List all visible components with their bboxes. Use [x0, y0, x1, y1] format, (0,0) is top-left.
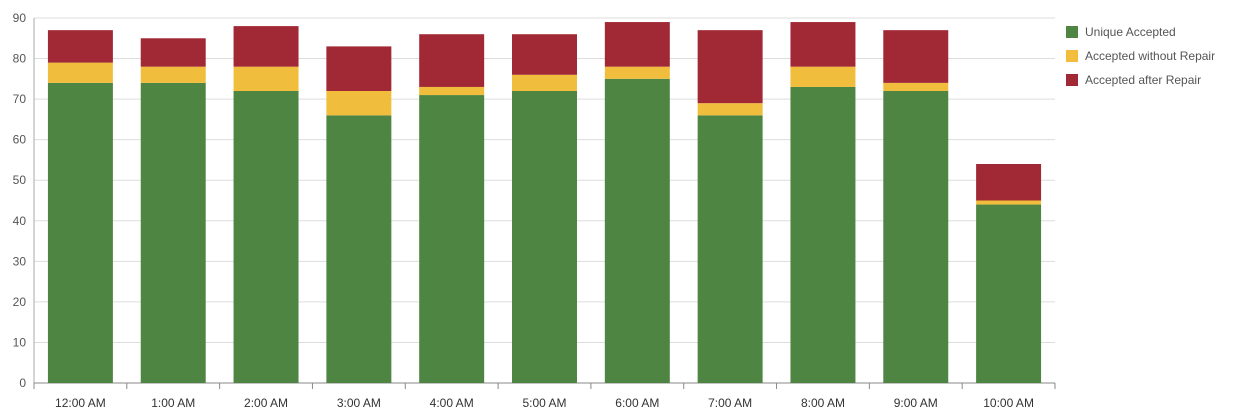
- x-tick-label: 12:00 AM: [55, 396, 106, 410]
- x-tick-label: 9:00 AM: [894, 396, 938, 410]
- bar-segment-unique-accepted[interactable]: [512, 91, 577, 383]
- bar-segment-accepted-without-repair[interactable]: [326, 91, 392, 116]
- bar-segment-accepted-without-repair[interactable]: [976, 200, 1042, 205]
- y-tick-label: 70: [13, 92, 27, 106]
- x-tick-label: 7:00 AM: [708, 396, 752, 410]
- stacked-bar-chart: 0 10 20 30 40 50 60 70 80 90 12:00 AM 1:00 AM 2:00 A…: [13, 11, 1056, 410]
- y-tick-label: 20: [13, 295, 27, 309]
- bar-segment-accepted-after-repair[interactable]: [976, 164, 1042, 201]
- bar-segment-accepted-without-repair[interactable]: [47, 62, 113, 83]
- y-tick-label: 50: [13, 173, 27, 187]
- bar-segment-accepted-without-repair[interactable]: [604, 66, 670, 79]
- x-tick-label: 8:00 AM: [801, 396, 845, 410]
- y-tick-label: 40: [13, 214, 27, 228]
- legend-item[interactable]: Accepted without Repair: [1066, 44, 1215, 68]
- x-tick-label: 5:00 AM: [522, 396, 566, 410]
- bar-segment-unique-accepted[interactable]: [233, 91, 299, 383]
- legend-label: Accepted without Repair: [1085, 49, 1216, 63]
- x-tick-label: 6:00 AM: [615, 396, 659, 410]
- bar-segment-unique-accepted[interactable]: [419, 95, 485, 384]
- x-tick-label: 1:00 AM: [151, 396, 195, 410]
- bar-segment-accepted-without-repair[interactable]: [697, 103, 763, 116]
- bar-segment-unique-accepted[interactable]: [790, 86, 856, 383]
- legend-swatch: [1066, 50, 1078, 62]
- legend: Unique Accepted Accepted without Repair Ac…: [1066, 20, 1215, 92]
- bar-segment-unique-accepted[interactable]: [47, 82, 113, 383]
- bar-segment-accepted-after-repair[interactable]: [326, 46, 392, 91]
- legend-item[interactable]: Unique Accepted: [1066, 20, 1215, 44]
- y-tick-label: 80: [13, 52, 27, 66]
- bar-segment-accepted-after-repair[interactable]: [419, 34, 485, 87]
- bar-segment-accepted-without-repair[interactable]: [233, 66, 299, 91]
- bar-segment-accepted-without-repair[interactable]: [419, 86, 485, 96]
- legend-label: Accepted after Repair: [1085, 73, 1202, 87]
- bar-segment-accepted-after-repair[interactable]: [47, 30, 113, 63]
- legend-label: Unique Accepted: [1085, 25, 1176, 39]
- legend-swatch: [1066, 26, 1078, 38]
- bar-segment-unique-accepted[interactable]: [883, 91, 949, 383]
- y-tick-label: 90: [13, 11, 27, 25]
- y-tick-label: 0: [19, 376, 26, 390]
- bar-segment-accepted-after-repair[interactable]: [790, 22, 856, 67]
- bar-segment-accepted-after-repair[interactable]: [512, 34, 577, 75]
- bar-segment-accepted-without-repair[interactable]: [790, 66, 856, 87]
- legend-swatch: [1066, 74, 1078, 86]
- bar-segment-unique-accepted[interactable]: [326, 115, 392, 383]
- bar-segment-accepted-without-repair[interactable]: [512, 74, 577, 91]
- x-tick-label: 4:00 AM: [430, 396, 474, 410]
- y-tick-label: 10: [13, 335, 27, 349]
- y-tick-label: 30: [13, 254, 27, 268]
- legend-item[interactable]: Accepted after Repair: [1066, 68, 1215, 92]
- bar-segment-unique-accepted[interactable]: [140, 82, 206, 383]
- x-tick-label: 3:00 AM: [337, 396, 381, 410]
- bar-segment-accepted-after-repair[interactable]: [140, 38, 206, 67]
- bar-segment-accepted-without-repair[interactable]: [140, 66, 206, 83]
- y-tick-label: 60: [13, 133, 27, 147]
- bar-segment-accepted-after-repair[interactable]: [604, 22, 670, 67]
- bar-segment-accepted-after-repair[interactable]: [883, 30, 949, 83]
- bar-segment-unique-accepted[interactable]: [976, 204, 1042, 383]
- bar-segment-accepted-without-repair[interactable]: [883, 82, 949, 91]
- bar-segment-unique-accepted[interactable]: [697, 115, 763, 383]
- bar-segment-unique-accepted[interactable]: [604, 78, 670, 383]
- x-tick-label: 10:00 AM: [983, 396, 1034, 410]
- bar-segment-accepted-after-repair[interactable]: [697, 30, 763, 104]
- bar-segment-accepted-after-repair[interactable]: [233, 26, 299, 67]
- x-tick-label: 2:00 AM: [244, 396, 288, 410]
